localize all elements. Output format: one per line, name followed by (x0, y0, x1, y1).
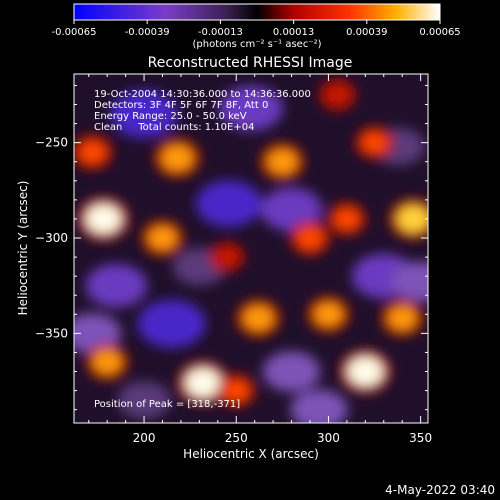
info-line-energy: Energy Range: 25.0 - 50.0 keV (94, 111, 247, 122)
y-tick-labels: −250 −300 −350 (35, 136, 68, 341)
hot-spot (148, 226, 177, 250)
colorbar-tick-label: 0.00039 (346, 27, 387, 38)
hot-spot (334, 208, 360, 230)
cold-spot (262, 351, 321, 392)
plot-frame (73, 73, 429, 424)
y-tick-label: −300 (35, 231, 68, 245)
x-tick-label: 250 (225, 431, 248, 445)
cold-spot (117, 381, 171, 419)
hot-spot (215, 247, 239, 267)
hot-spot (396, 205, 428, 233)
hot-spot (161, 144, 193, 172)
colorbar-ticks (73, 20, 441, 24)
colorbar-tick-label: -0.00013 (198, 27, 243, 38)
colorbar-tick-label: -0.00065 (52, 27, 97, 38)
colorbar-tick-labels: -0.00065 -0.00039 -0.00013 0.00013 0.00039 0.… (52, 27, 461, 38)
x-tick-labels: 200 250 300 350 (133, 431, 432, 445)
cold-spot (137, 299, 206, 348)
info-line-detectors: Detectors: 3F 4F 5F 6F 7F 8F, Att 0 (94, 100, 268, 111)
info-line-time: 19-Oct-2004 14:30:36.000 to 14:36:36.000 (94, 89, 311, 100)
footer-date: 4-May-2022 03:40 (385, 483, 495, 497)
heatmap-image (74, 79, 428, 423)
hot-spot (325, 84, 350, 106)
hot-spot (79, 140, 106, 164)
hot-spot (223, 379, 249, 402)
colorbar-unit-label: (photons cm⁻² s⁻¹ asec⁻²) (192, 39, 321, 50)
x-tick-label: 300 (317, 431, 340, 445)
cold-spot (392, 261, 428, 303)
colorbar-tick-label: 0.00013 (273, 27, 314, 38)
peak-position-label: Position of Peak = [318,-371] (94, 399, 240, 410)
colorbar: -0.00065 -0.00039 -0.00013 0.00013 0.00039 0.… (52, 3, 461, 50)
cold-spot (74, 313, 122, 354)
colorbar-gradient (73, 3, 441, 21)
plot-area: 200 250 300 350 −250 −300 −350 (35, 73, 432, 445)
hot-spot (243, 305, 274, 331)
hot-spot (361, 131, 388, 154)
colorbar-tick-label: 0.00065 (419, 27, 460, 38)
hot-spot (296, 226, 324, 250)
y-tick-label: −250 (35, 136, 68, 150)
cold-spot (195, 180, 262, 227)
hot-spot (388, 306, 417, 331)
hot-spot-core (359, 366, 372, 377)
cold-spot (85, 263, 148, 308)
axis-ticks (74, 74, 428, 423)
hot-spot (93, 350, 122, 374)
x-axis-label: Heliocentric X (arcsec) (183, 447, 319, 461)
hot-spot-core (97, 213, 110, 224)
colorbar-tick-label: -0.00039 (125, 27, 170, 38)
x-tick-label: 200 (133, 431, 156, 445)
cold-spot (260, 187, 323, 232)
hot-spot (314, 302, 343, 327)
hot-spot-core (197, 377, 210, 388)
info-line-clean: Clean Total counts: 1.10E+04 (94, 122, 254, 133)
cold-spot (110, 90, 179, 139)
cold-spot (290, 389, 348, 423)
cold-spot (219, 85, 283, 131)
hot-spot (267, 149, 298, 175)
y-tick-label: −350 (35, 326, 68, 340)
info-block: 19-Oct-2004 14:30:36.000 to 14:36:36.000… (94, 89, 311, 133)
chart-title: Reconstructed RHESSI Image (148, 55, 353, 71)
x-tick-label: 350 (409, 431, 432, 445)
y-axis-label: Heliocentric Y (arcsec) (16, 181, 30, 316)
